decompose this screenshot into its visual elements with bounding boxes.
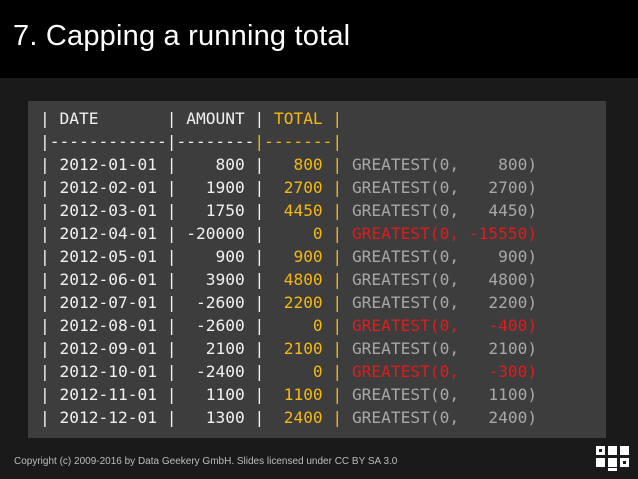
row-amount: -2600 <box>186 316 245 335</box>
row-total-border: | <box>322 385 352 404</box>
row-amount: 800 <box>186 155 245 174</box>
row-greatest: GREATEST(0, 4450) <box>351 201 538 220</box>
table-row: | 2012-09-01 | 2100 | 2100 | GREATEST(0,… <box>40 339 538 358</box>
row-total-border: | <box>322 224 352 243</box>
row-total: 1100 <box>273 385 323 404</box>
row-date: 2012-12-01 <box>59 408 157 427</box>
header-total: TOTAL <box>273 109 323 128</box>
row-amount: 1750 <box>186 201 245 220</box>
row-date: 2012-02-01 <box>59 178 157 197</box>
code-panel <box>28 101 606 438</box>
table-row: | 2012-05-01 | 900 | 900 | GREATEST(0, 9… <box>40 247 538 266</box>
row-date: 2012-08-01 <box>59 316 157 335</box>
row-greatest: GREATEST(0, 800) <box>351 155 538 174</box>
row-total: 0 <box>273 224 323 243</box>
row-total: 2100 <box>273 339 323 358</box>
row-total-border: | <box>322 201 352 220</box>
row-total: 4450 <box>273 201 323 220</box>
separator-total: |-------| <box>254 132 343 151</box>
row-total: 0 <box>273 362 323 381</box>
row-date: 2012-09-01 <box>59 339 157 358</box>
row-date: 2012-05-01 <box>59 247 157 266</box>
row-total-border: | <box>322 247 352 266</box>
row-total-border: | <box>322 155 352 174</box>
row-total-border: | <box>322 339 352 358</box>
row-greatest: GREATEST(0, 4800) <box>351 270 538 289</box>
row-amount: -2400 <box>186 362 245 381</box>
row-date: 2012-01-01 <box>59 155 157 174</box>
row-amount: -2600 <box>186 293 245 312</box>
row-greatest: GREATEST(0, -15550) <box>351 224 538 243</box>
row-date: 2012-11-01 <box>59 385 157 404</box>
row-total-border: | <box>322 178 352 197</box>
row-total: 2700 <box>273 178 323 197</box>
row-greatest: GREATEST(0, 2400) <box>351 408 538 427</box>
row-greatest: GREATEST(0, 900) <box>351 247 538 266</box>
row-amount: 3900 <box>186 270 245 289</box>
row-total-border: | <box>322 270 352 289</box>
table-row: | 2012-04-01 | -20000 | 0 | GREATEST(0, … <box>40 224 538 243</box>
table-row: | 2012-12-01 | 1300 | 2400 | GREATEST(0,… <box>40 408 538 427</box>
row-total: 800 <box>273 155 323 174</box>
table-row: | 2012-01-01 | 800 | 800 | GREATEST(0, 8… <box>40 155 538 174</box>
row-date: 2012-03-01 <box>59 201 157 220</box>
row-date: 2012-04-01 <box>59 224 157 243</box>
row-greatest: GREATEST(0, 1100) <box>351 385 538 404</box>
row-total-border: | <box>322 293 352 312</box>
row-total: 2400 <box>273 408 323 427</box>
title-bar: 7. Capping a running total <box>0 0 638 78</box>
table-row: | 2012-07-01 | -2600 | 2200 | GREATEST(0… <box>40 293 538 312</box>
row-date: 2012-07-01 <box>59 293 157 312</box>
row-total: 2200 <box>273 293 323 312</box>
row-amount: -20000 <box>186 224 245 243</box>
table-row: | 2012-11-01 | 1100 | 1100 | GREATEST(0,… <box>40 385 538 404</box>
header-amount: AMOUNT <box>186 109 245 128</box>
row-amount: 1100 <box>186 385 245 404</box>
table-row: | 2012-08-01 | -2600 | 0 | GREATEST(0, -… <box>40 316 538 335</box>
row-greatest: GREATEST(0, -300) <box>351 362 538 381</box>
header-date: DATE <box>59 109 157 128</box>
row-greatest: GREATEST(0, 2200) <box>351 293 538 312</box>
table-row: | 2012-03-01 | 1750 | 4450 | GREATEST(0,… <box>40 201 538 220</box>
table-row: | 2012-06-01 | 3900 | 4800 | GREATEST(0,… <box>40 270 538 289</box>
table-header: | DATE | AMOUNT | TOTAL | <box>40 109 343 128</box>
row-date: 2012-06-01 <box>59 270 157 289</box>
footer-copyright: Copyright (c) 2009-2016 by Data Geekery … <box>14 456 398 467</box>
row-greatest: GREATEST(0, 2700) <box>351 178 538 197</box>
row-greatest: GREATEST(0, -400) <box>351 316 538 335</box>
table-row: | 2012-10-01 | -2400 | 0 | GREATEST(0, -… <box>40 362 538 381</box>
row-total: 4800 <box>273 270 323 289</box>
row-total: 900 <box>273 247 323 266</box>
row-total-border: | <box>322 362 352 381</box>
result-table: | DATE | AMOUNT | TOTAL | |------------|-… <box>40 107 537 429</box>
row-amount: 1900 <box>186 178 245 197</box>
row-amount: 2100 <box>186 339 245 358</box>
row-greatest: GREATEST(0, 2100) <box>351 339 538 358</box>
row-amount: 900 <box>186 247 245 266</box>
header-total-border: | <box>322 109 343 128</box>
jooq-logo-icon <box>596 446 629 471</box>
table-row: | 2012-02-01 | 1900 | 2700 | GREATEST(0,… <box>40 178 538 197</box>
slide-title: 7. Capping a running total <box>13 20 351 52</box>
row-amount: 1300 <box>186 408 245 427</box>
row-total-border: | <box>322 316 352 335</box>
row-total-border: | <box>322 408 352 427</box>
row-total: 0 <box>273 316 323 335</box>
table-separator: |------------|--------|-------| <box>40 132 343 151</box>
row-date: 2012-10-01 <box>59 362 157 381</box>
